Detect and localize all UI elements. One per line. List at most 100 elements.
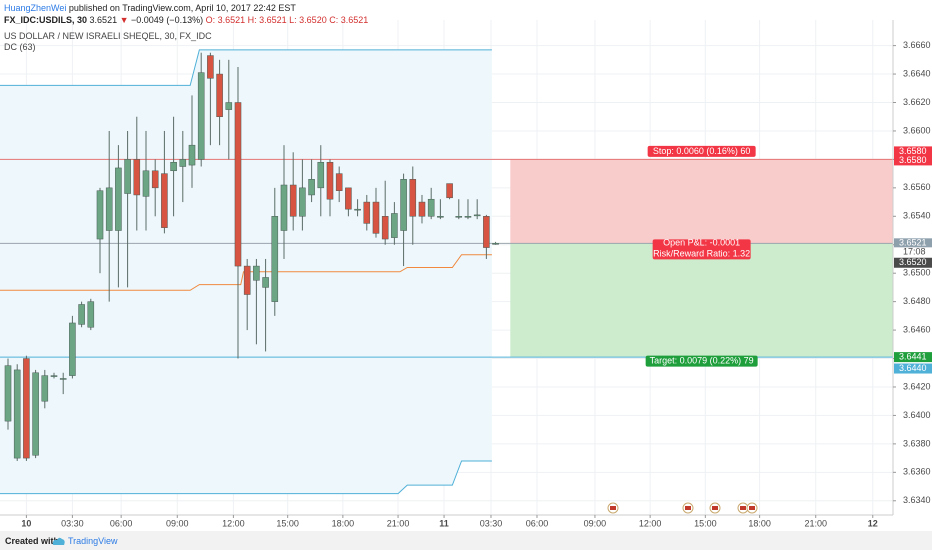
candle-body xyxy=(197,72,205,160)
y-tick-label: 3.6380 xyxy=(903,438,931,448)
price-label: 3.6580 xyxy=(899,146,927,156)
candle-body xyxy=(188,144,196,166)
candle-body xyxy=(133,159,141,196)
price-label: 3.6521 xyxy=(899,238,927,248)
y-tick-label: 3.6400 xyxy=(903,410,931,420)
candle-body xyxy=(69,322,76,376)
x-tick-label: 03:30 xyxy=(480,518,503,528)
price-label-box xyxy=(894,257,932,268)
candle-body xyxy=(446,183,453,199)
price-label-box xyxy=(894,238,932,249)
candle-body xyxy=(289,184,297,217)
candle-body xyxy=(115,167,122,231)
price-label-box xyxy=(894,363,932,374)
candle-body xyxy=(372,201,380,234)
candle-body xyxy=(225,102,233,110)
stop-zone xyxy=(510,159,893,244)
candle-body xyxy=(124,159,131,194)
candle-body xyxy=(483,216,490,248)
candle-body xyxy=(151,170,159,189)
target-zone xyxy=(510,243,893,358)
candle-body xyxy=(207,55,214,79)
rr-label: Risk/Reward Ratio: 1.32 xyxy=(653,249,750,259)
x-tick-label: 11 xyxy=(439,518,449,528)
chart: Stop: 0.0060 (0.16%) 60 Open P&L: -0.0001… xyxy=(0,20,932,528)
candle-body xyxy=(381,216,389,240)
x-tick-label: 21:00 xyxy=(387,518,410,528)
y-tick-label: 3.6600 xyxy=(903,125,931,135)
candle-body xyxy=(87,301,95,328)
candle-body xyxy=(308,179,315,196)
candle-body xyxy=(363,201,371,224)
label-box xyxy=(652,239,751,260)
stop-label: Stop: 0.0060 (0.16%) 60 xyxy=(653,146,751,156)
x-tick-label: 10 xyxy=(21,518,31,528)
candle-body xyxy=(142,170,150,197)
y-tick-label: 3.6480 xyxy=(903,296,931,306)
pnl-label: Open P&L: -0.0001 xyxy=(663,237,740,247)
event-flag xyxy=(685,506,691,510)
y-tick-label: 3.6660 xyxy=(903,40,931,50)
candle-body xyxy=(32,372,39,456)
candle-body xyxy=(4,365,12,422)
y-tick-label: 3.6500 xyxy=(903,268,931,278)
arrow: ▼ xyxy=(119,15,129,25)
price-label: 3.6580 xyxy=(899,155,927,165)
price-label: 3.6440 xyxy=(899,363,927,373)
brand[interactable]: TradingView xyxy=(68,536,118,546)
y-tick-label: 3.6560 xyxy=(903,182,931,192)
candle-body xyxy=(23,358,30,459)
channel-upper xyxy=(0,49,492,86)
channel-middle xyxy=(0,254,492,291)
footer: Created with TradingView xyxy=(0,531,932,550)
x-tick-label: 21:00 xyxy=(804,518,827,528)
y-tick-label: 3.6640 xyxy=(903,68,931,78)
candle-body xyxy=(326,161,334,200)
x-tick-label: 12:00 xyxy=(639,518,662,528)
event-flag xyxy=(712,506,718,510)
candle-body xyxy=(299,187,306,217)
series-title: US DOLLAR / NEW ISRAELI SHEQEL, 30, FX_I… xyxy=(4,31,212,41)
candle-body xyxy=(161,173,168,228)
x-tick-label: 18:00 xyxy=(748,518,771,528)
candle-body xyxy=(78,304,85,325)
price-label-box xyxy=(894,155,932,166)
candle-body xyxy=(271,216,279,302)
label-box xyxy=(647,145,756,157)
candle-body xyxy=(354,208,361,211)
price-label: 3.6441 xyxy=(899,351,927,361)
change: −0.0049 (−0.13%) xyxy=(131,15,204,25)
candle-body xyxy=(280,184,288,231)
x-tick-label: 15:00 xyxy=(694,518,717,528)
candle-body xyxy=(427,198,435,217)
y-tick-label: 3.6620 xyxy=(903,97,931,107)
published: published on TradingView.com, April 10, … xyxy=(68,3,296,13)
candle-body xyxy=(59,378,67,380)
author[interactable]: HuangZhenWei xyxy=(4,3,67,13)
countdown-box xyxy=(894,247,932,258)
y-tick-label: 3.6540 xyxy=(903,211,931,221)
header-line: HuangZhenWei published on TradingView.co… xyxy=(4,3,296,13)
candle-body xyxy=(335,173,343,191)
x-tick-label: 12 xyxy=(868,518,878,528)
x-tick-label: 09:00 xyxy=(166,518,189,528)
candle-body xyxy=(464,216,472,218)
y-tick-label: 3.6360 xyxy=(903,467,931,477)
countdown: 17:08 xyxy=(903,247,926,257)
price-label-box xyxy=(894,352,932,363)
y-tick-label: 3.6420 xyxy=(903,381,931,391)
x-tick-label: 06:00 xyxy=(110,518,133,528)
candle-body xyxy=(317,161,325,189)
target-label: Target: 0.0079 (0.22%) 79 xyxy=(650,355,754,365)
event-flag xyxy=(749,506,755,510)
y-tick-label: 3.6460 xyxy=(903,324,931,334)
x-tick-label: 09:00 xyxy=(584,518,607,528)
candle-body xyxy=(179,159,187,167)
symbol: FX_IDC:USDILS, 30 xyxy=(4,15,88,25)
created-with: Created with xyxy=(5,536,60,546)
candle-body xyxy=(50,375,58,377)
price-label: 3.6520 xyxy=(899,257,927,267)
candle-body xyxy=(170,161,177,172)
candle-body xyxy=(437,216,444,218)
